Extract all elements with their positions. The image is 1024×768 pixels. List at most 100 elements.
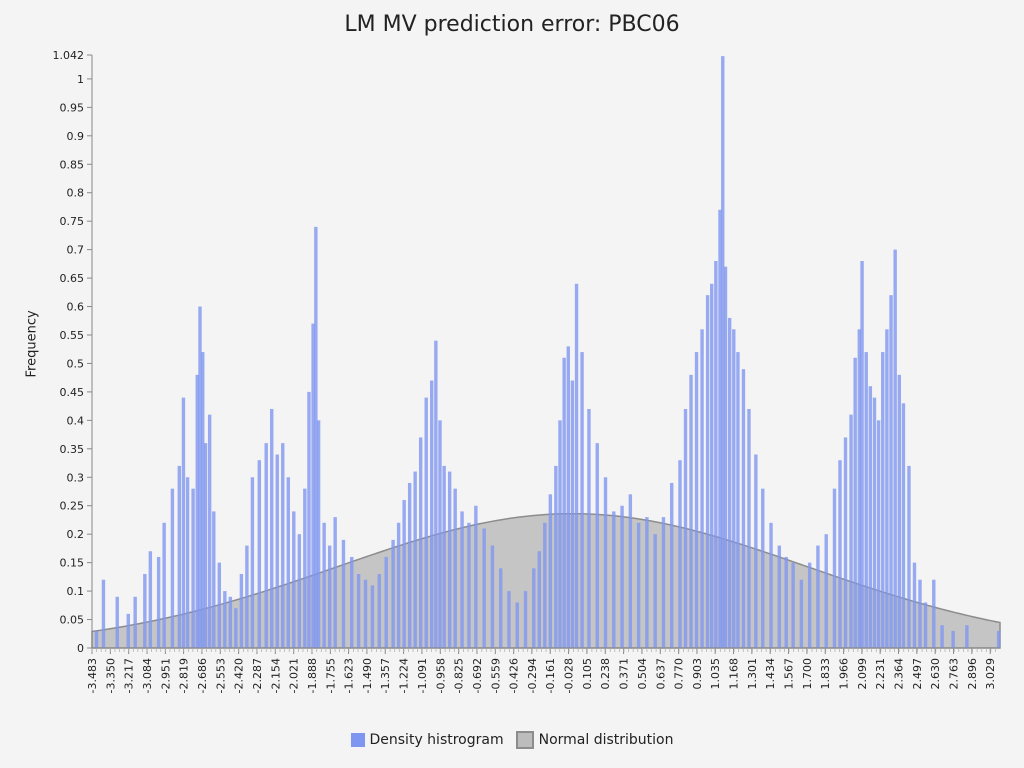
histogram-bar	[554, 465, 558, 648]
histogram-bar	[507, 591, 511, 648]
histogram-bar	[424, 397, 428, 648]
y-tick-label: 0	[77, 642, 84, 655]
x-tick-label: -2.951	[159, 658, 172, 693]
histogram-bar	[316, 420, 321, 648]
y-tick-label: 0.1	[67, 585, 85, 598]
histogram-bar	[115, 596, 119, 648]
histogram-bar	[645, 517, 649, 648]
histogram-bar	[710, 283, 714, 648]
histogram-bar	[868, 386, 873, 648]
histogram-bar	[532, 568, 536, 648]
histogram-bar	[838, 460, 842, 648]
x-tick-label: 0.637	[654, 658, 667, 690]
x-tick-label: -1.490	[361, 658, 374, 693]
histogram-bar	[270, 408, 274, 648]
y-tick-label: 0.65	[60, 272, 85, 285]
legend-swatch-normal	[515, 731, 534, 749]
axes-layer: 0 0.05 0.1 0.15 0.2 0.25 0.3 0.35 0.4 0.45 0.5 0.55…	[53, 49, 1000, 693]
y-tick-label: 0.85	[60, 158, 85, 171]
histogram-bar	[761, 488, 765, 648]
legend-label-histogram: Density histrogram	[369, 732, 504, 748]
histogram-bar	[94, 630, 99, 648]
histogram-bar	[207, 414, 212, 648]
histogram-bar	[799, 579, 804, 648]
histogram-bar	[203, 443, 208, 648]
histogram-bar	[223, 591, 227, 648]
x-tick-label: 0.770	[673, 658, 686, 690]
histogram-bar	[391, 539, 395, 648]
x-tick-label: 0.238	[599, 658, 612, 690]
histogram-bar	[580, 352, 584, 648]
x-tick-label: 3.029	[984, 658, 997, 690]
histogram-bar	[566, 346, 570, 648]
x-tick-label: 2.896	[966, 658, 979, 690]
histogram-bar	[281, 443, 285, 648]
histogram-bar	[897, 374, 902, 648]
histogram-bar	[143, 574, 147, 648]
x-tick-label: 2.231	[874, 658, 887, 690]
x-tick-label: -1.888	[306, 658, 319, 693]
x-tick-label: -2.819	[178, 658, 191, 693]
histogram-bar	[384, 556, 388, 648]
x-tick-label: -0.559	[489, 658, 502, 693]
legend-swatch-histogram	[350, 733, 365, 747]
histogram-bar	[653, 534, 657, 648]
legend-label-normal: Normal distribution	[538, 732, 674, 748]
x-tick-label: 1.035	[709, 658, 722, 690]
x-tick-label: -0.825	[453, 658, 466, 693]
histogram-bar	[201, 352, 205, 648]
x-tick-label: 1.168	[728, 658, 741, 690]
histogram-bar	[678, 460, 682, 648]
histogram-bar	[816, 545, 820, 648]
histogram-bar	[447, 471, 452, 648]
histogram-bar	[297, 534, 302, 648]
histogram-bar	[126, 613, 130, 648]
histogram-bar	[333, 517, 337, 648]
legend: Density histrogram Normal distribution	[0, 731, 1024, 749]
x-tick-label: 1.301	[746, 658, 759, 690]
x-tick-label: 0.105	[581, 658, 594, 690]
x-minor-ticks	[91, 648, 996, 652]
y-tick-label: 0.25	[60, 500, 85, 513]
histogram-bar	[747, 408, 751, 648]
histogram-bar	[620, 505, 624, 648]
x-tick-label: 2.364	[892, 658, 905, 690]
histogram-bar	[732, 329, 736, 648]
legend-item-histogram[interactable]: Density histrogram	[350, 731, 504, 749]
histogram-bar	[718, 209, 722, 649]
x-tick-label: 2.099	[856, 658, 869, 690]
x-tick-label: 2.497	[911, 658, 924, 690]
histogram-bar	[356, 574, 361, 648]
histogram-bar	[490, 545, 495, 648]
y-tick-label: 0.45	[60, 386, 85, 399]
histogram-bar	[723, 266, 728, 648]
histogram-bar	[185, 477, 190, 648]
histogram-bar	[264, 443, 268, 648]
x-tick-label: -1.091	[416, 658, 429, 693]
histogram-bar	[881, 352, 885, 648]
x-tick-label: -3.217	[123, 658, 136, 693]
x-tick-label: -0.294	[526, 658, 539, 693]
histogram-bar	[996, 630, 1001, 648]
y-tick-label: 0.05	[60, 614, 85, 627]
histogram-bar	[245, 545, 249, 648]
histogram-bar	[700, 329, 704, 648]
y-tick-label: 0.35	[60, 443, 85, 456]
x-tick-label: 0.903	[691, 658, 704, 690]
x-tick-label: 2.630	[929, 658, 942, 690]
histogram-bar	[482, 528, 486, 648]
x-tick-label: 1.833	[819, 658, 832, 690]
histogram-bar	[558, 420, 562, 648]
histogram-bar	[228, 596, 233, 648]
histogram-bar	[885, 329, 889, 648]
histogram-bar	[595, 443, 599, 648]
legend-item-normal[interactable]: Normal distribution	[515, 731, 674, 749]
histogram-bar	[498, 568, 503, 648]
y-tick-label: 0.5	[67, 357, 85, 370]
histogram-bar	[239, 574, 244, 648]
histogram-bar	[807, 562, 812, 648]
histogram-bar	[791, 562, 795, 648]
x-tick-label: 1.434	[764, 658, 777, 690]
